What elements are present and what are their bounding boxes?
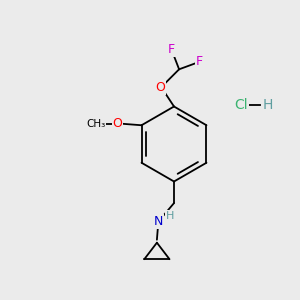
Text: F: F [168,43,175,56]
Text: O: O [112,117,122,130]
Text: H: H [263,98,273,112]
Text: Cl: Cl [235,98,248,112]
Text: CH₃: CH₃ [86,119,106,129]
Text: O: O [156,81,165,94]
Text: H: H [166,211,174,221]
Text: N: N [154,214,163,228]
Text: F: F [196,55,203,68]
